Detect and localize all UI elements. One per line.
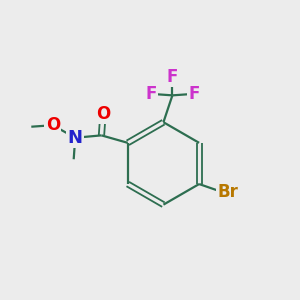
Text: F: F: [167, 68, 178, 86]
Text: N: N: [68, 129, 83, 147]
Text: Br: Br: [218, 182, 238, 200]
Text: F: F: [145, 85, 157, 103]
Text: O: O: [46, 116, 60, 134]
Text: F: F: [188, 85, 200, 103]
Text: O: O: [96, 105, 110, 123]
